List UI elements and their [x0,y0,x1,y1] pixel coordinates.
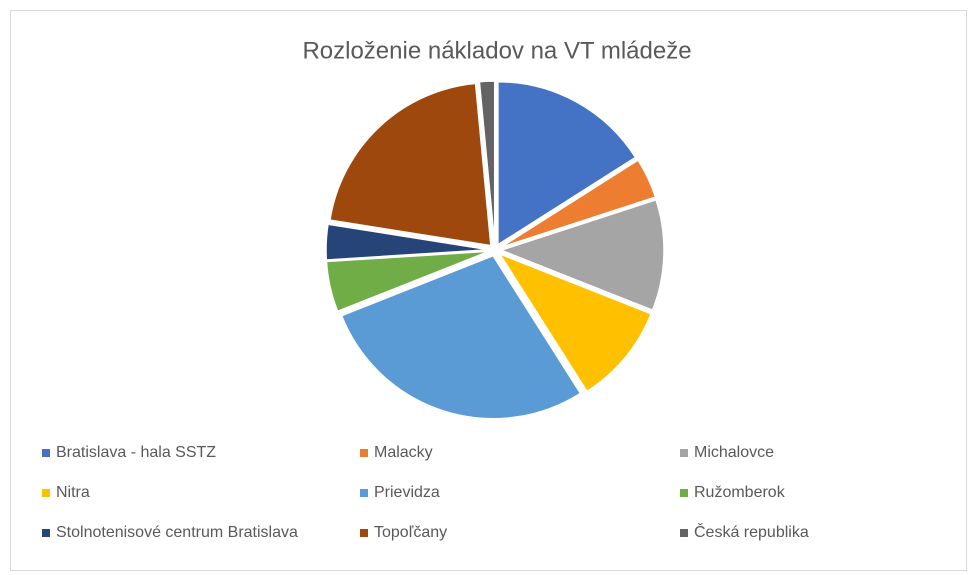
legend-label: Bratislava - hala SSTZ [56,444,216,461]
pie-slice [497,252,653,393]
legend-swatch [360,529,368,537]
legend-label: Malacky [374,444,433,461]
legend-swatch [680,529,688,537]
legend-swatch [680,489,688,497]
legend-label: Michalovce [694,444,774,461]
pie-slice [329,82,492,247]
pie-slice [498,198,665,312]
pie-slice [500,159,657,249]
pie-slice [340,254,582,420]
chart-title: Rozloženie nákladov na VT mládeže [302,37,691,64]
legend-label: Stolnotenisové centrum Bratislava [56,524,298,541]
legend-label: Prievidza [374,484,440,501]
pie-slice [325,223,490,261]
legend-label: Ružomberok [694,484,786,501]
legend-swatch [360,449,368,457]
pie-slice [325,250,490,313]
legend-label: Nitra [56,484,90,501]
legend-swatch [42,449,50,457]
legend-swatch [42,489,50,497]
legend-label: Česká republika [694,522,809,541]
pie-slice [497,80,637,247]
legend-swatch [42,529,50,537]
legend-label: Topoľčany [374,524,447,541]
pie-slice [478,80,496,245]
legend-swatch [680,449,688,457]
legend-swatch [360,489,368,497]
